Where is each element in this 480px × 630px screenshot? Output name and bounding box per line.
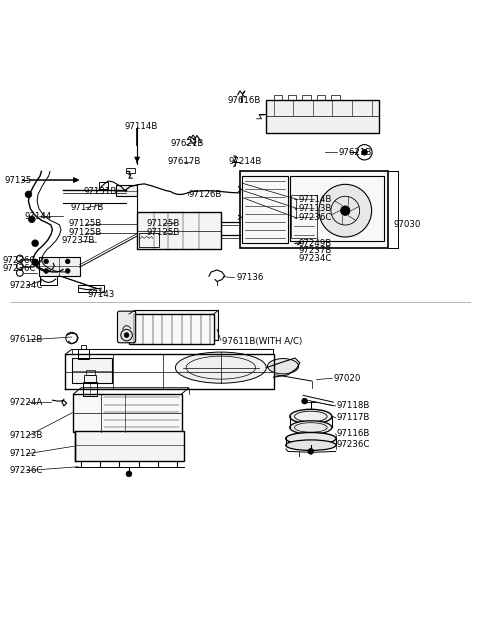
Bar [331, 95, 339, 100]
Circle shape [32, 240, 38, 246]
Ellipse shape [175, 352, 266, 383]
Bar [78, 285, 104, 292]
Text: 97020: 97020 [333, 374, 360, 382]
Circle shape [308, 449, 314, 454]
Bar [137, 212, 221, 249]
Circle shape [44, 259, 48, 264]
Text: 97214B: 97214B [228, 158, 262, 166]
Text: 97236C: 97236C [2, 256, 36, 265]
Bar [291, 195, 317, 238]
Circle shape [28, 216, 35, 222]
Bar [274, 95, 282, 100]
Text: 97118B: 97118B [336, 401, 370, 410]
Text: 97030: 97030 [393, 220, 420, 229]
Text: 97127B: 97127B [70, 203, 104, 212]
Bar [39, 256, 80, 276]
Ellipse shape [286, 433, 336, 444]
Bar [302, 95, 311, 100]
Circle shape [65, 268, 70, 273]
Bar [317, 95, 325, 100]
Text: 97116B: 97116B [336, 429, 370, 438]
Text: 97114B: 97114B [299, 195, 332, 203]
Text: 97236C: 97236C [299, 214, 332, 222]
Text: 97123B: 97123B [9, 431, 43, 440]
FancyBboxPatch shape [118, 311, 136, 343]
Text: 97122: 97122 [9, 449, 36, 458]
Circle shape [121, 329, 132, 341]
Text: 97224A: 97224A [9, 398, 43, 406]
Ellipse shape [267, 358, 299, 374]
Bar [129, 314, 214, 344]
Bar [75, 431, 183, 461]
Bar [135, 310, 218, 340]
Ellipse shape [290, 421, 332, 434]
Text: 97113B: 97113B [299, 203, 332, 213]
Text: 97237B: 97237B [62, 236, 96, 245]
Text: 97611B(WITH A/C): 97611B(WITH A/C) [222, 337, 302, 346]
Text: 97125B: 97125B [69, 227, 102, 237]
Text: 97136: 97136 [236, 273, 264, 282]
Circle shape [124, 333, 129, 338]
Text: 97616B: 97616B [227, 96, 261, 105]
Text: 97143: 97143 [88, 290, 115, 299]
Circle shape [361, 149, 367, 155]
Text: 97621B: 97621B [170, 139, 204, 148]
Text: 97236C: 97236C [2, 263, 36, 273]
Bar [72, 358, 112, 383]
Text: 97621B: 97621B [338, 148, 372, 157]
Circle shape [340, 206, 350, 215]
Text: 97236C: 97236C [336, 440, 370, 449]
Text: 97117B: 97117B [336, 413, 370, 422]
Bar [288, 95, 297, 100]
Text: 97125B: 97125B [147, 227, 180, 237]
Text: 97131B: 97131B [83, 187, 116, 196]
Bar [139, 232, 158, 247]
Bar [240, 171, 388, 248]
Bar [99, 182, 108, 189]
Text: 97125B: 97125B [69, 219, 102, 228]
Text: 97234C: 97234C [9, 281, 43, 290]
Text: 97126B: 97126B [188, 190, 222, 199]
Bar [73, 394, 181, 432]
Bar [242, 176, 288, 243]
Text: 97144: 97144 [24, 212, 52, 221]
Bar [290, 176, 384, 241]
Bar [40, 276, 57, 285]
Circle shape [32, 259, 38, 266]
Bar [84, 375, 96, 382]
Bar [81, 345, 86, 348]
Ellipse shape [302, 398, 308, 404]
Bar [83, 382, 97, 396]
Circle shape [65, 259, 70, 264]
Text: 97612B: 97612B [9, 335, 43, 345]
Bar [86, 370, 95, 375]
Circle shape [126, 471, 132, 477]
Text: 97234C: 97234C [299, 254, 332, 263]
Circle shape [319, 185, 372, 237]
Text: 97125B: 97125B [147, 219, 180, 228]
Text: 97237B: 97237B [299, 246, 332, 255]
Ellipse shape [286, 440, 336, 450]
Text: 97617B: 97617B [167, 158, 201, 166]
Bar [266, 100, 379, 133]
Text: 97249B: 97249B [299, 239, 332, 248]
Bar [126, 168, 135, 173]
Text: 97114B: 97114B [124, 122, 157, 132]
Circle shape [25, 191, 32, 198]
Ellipse shape [290, 410, 332, 423]
Text: 97135: 97135 [4, 176, 32, 185]
Text: 97236C: 97236C [9, 466, 43, 475]
Circle shape [44, 268, 48, 273]
Bar [78, 348, 89, 359]
Bar [116, 185, 137, 197]
